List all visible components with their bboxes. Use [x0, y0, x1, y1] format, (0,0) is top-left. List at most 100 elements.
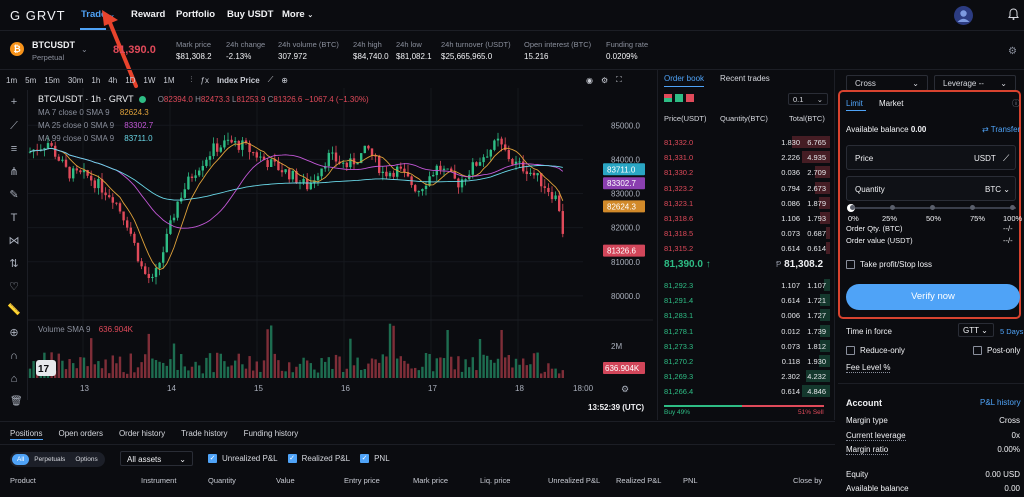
bids-only-icon[interactable]	[675, 94, 683, 102]
chart-line-icon[interactable]: ⟋	[267, 75, 274, 84]
fee-level-link[interactable]: Fee Level %	[846, 363, 891, 373]
bid-row[interactable]: 81,283.1 0.006 1.727	[658, 308, 836, 322]
ask-row[interactable]: 81,330.2 0.036 2.709	[658, 165, 836, 179]
tab-order-book[interactable]: Order book	[664, 74, 704, 83]
filter-options[interactable]: Options	[75, 456, 98, 463]
favorite-heart-icon[interactable]: ♡	[9, 281, 19, 293]
interval-1W[interactable]: 1W	[143, 75, 156, 85]
trendline-icon[interactable]: ⟋	[10, 120, 18, 132]
horizontal-lines-icon[interactable]: ≡	[10, 143, 18, 155]
interval-1D[interactable]: 1D	[125, 75, 136, 85]
filter-all[interactable]: All	[12, 454, 30, 465]
grvt-logo[interactable]: G GRVT	[10, 8, 66, 23]
interval-1M[interactable]: 1M	[163, 75, 175, 85]
interval-1h[interactable]: 1h	[91, 75, 101, 85]
notification-bell-icon[interactable]	[1008, 8, 1019, 23]
ask-row[interactable]: 81,318.6 1.106 1.793	[658, 211, 836, 225]
user-avatar[interactable]	[954, 6, 973, 25]
tif-select[interactable]: GTT ⌄	[958, 323, 994, 337]
zoom-in-icon[interactable]: ⊕	[9, 327, 19, 339]
both-sides-icon[interactable]	[664, 94, 672, 102]
lock-icon[interactable]: ⌂	[10, 373, 18, 385]
quantity-unit-select[interactable]: BTC ⌄	[985, 185, 1010, 194]
camera-icon[interactable]: ◉	[586, 75, 593, 85]
slider-label[interactable]: 0%	[848, 214, 859, 223]
nav-trade[interactable]: Trade ⌄	[81, 9, 115, 20]
interval-4h[interactable]: 4h	[108, 75, 118, 85]
nav-reward[interactable]: Reward	[131, 9, 166, 20]
chevron-down-icon[interactable]: ⌄	[81, 45, 88, 54]
measure-icon[interactable]: ⇅	[9, 258, 19, 270]
pattern-icon[interactable]: ⋈	[8, 235, 20, 247]
asks-only-icon[interactable]	[686, 94, 694, 102]
leverage-select[interactable]: Leverage -- ⌄	[934, 75, 1016, 91]
bid-row[interactable]: 81,273.3 0.073 1.812	[658, 339, 836, 353]
bid-row[interactable]: 81,270.2 0.118 1.930	[658, 354, 836, 368]
settings-icon[interactable]: ⚙	[600, 75, 609, 85]
symbol-name[interactable]: BTCUSDT	[32, 40, 75, 50]
magnet-icon[interactable]: ∩	[10, 350, 18, 362]
price-input[interactable]: Price USDT ⟋	[846, 145, 1016, 170]
nav-buy-usdt[interactable]: Buy USDT	[227, 9, 274, 20]
pnl-checkbox[interactable]: ✓ PNL	[360, 454, 390, 464]
slider-mark[interactable]	[930, 205, 935, 210]
tab-open-orders[interactable]: Open orders	[58, 429, 103, 438]
tab-funding-history[interactable]: Funding history	[243, 429, 299, 438]
slider-label[interactable]: 25%	[882, 214, 898, 223]
crosshair-icon[interactable]: +	[10, 96, 18, 108]
slider-label[interactable]: 75%	[970, 214, 986, 223]
tab-order-history[interactable]: Order history	[118, 429, 166, 438]
filter-perpetuals[interactable]: Perpetuals	[34, 456, 66, 463]
candle-type-icon[interactable]: ⫶	[190, 75, 193, 84]
pitchfork-icon[interactable]: ⋔	[9, 166, 19, 178]
interval-30m[interactable]: 30m	[67, 75, 84, 85]
fullscreen-icon[interactable]: ⛶	[616, 75, 622, 84]
reduce-only-checkbox[interactable]: Reduce-only	[846, 346, 905, 356]
bid-row[interactable]: 81,291.4 0.614 1.721	[658, 293, 836, 307]
index-price-toggle[interactable]: Index Price	[217, 75, 260, 85]
text-icon[interactable]: T	[10, 212, 18, 224]
settings-gear-icon[interactable]: ⚙	[1008, 46, 1017, 57]
ruler-icon[interactable]: 📏	[7, 304, 21, 316]
slider-label[interactable]: 50%	[926, 214, 942, 223]
slider-label[interactable]: 100%	[1003, 214, 1023, 223]
slider-mark[interactable]	[970, 205, 975, 210]
bid-row[interactable]: 81,266.4 0.614 4.846	[658, 384, 836, 398]
slider-mark[interactable]	[890, 205, 895, 210]
nav-more[interactable]: More ⌄	[282, 9, 313, 20]
tab-limit[interactable]: Limit	[846, 99, 863, 108]
book-view-toggles[interactable]	[664, 94, 694, 102]
indicators-icon[interactable]: ƒx	[200, 75, 209, 85]
ask-row[interactable]: 81,323.2 0.794 2.673	[658, 181, 836, 195]
slider-mark[interactable]	[850, 205, 855, 210]
tpsl-checkbox[interactable]: Take profit/Stop loss	[846, 260, 932, 270]
tif-days[interactable]: 5 Days	[1000, 327, 1024, 336]
quantity-input[interactable]: Quantity BTC ⌄	[846, 176, 1016, 201]
slider-mark[interactable]	[1010, 205, 1015, 210]
pnl-checkbox[interactable]: ✓ Unrealized P&L	[208, 454, 278, 464]
tab-market[interactable]: Market	[879, 99, 904, 108]
interval-1m[interactable]: 1m	[6, 75, 18, 85]
bid-row[interactable]: 81,278.1 0.012 1.739	[658, 324, 836, 338]
assets-select[interactable]: All assets ⌄	[120, 451, 193, 466]
add-indicator-icon[interactable]: ⊕	[281, 75, 288, 85]
precision-select[interactable]: 0.1 ⌄	[788, 93, 828, 105]
swap-icon[interactable]: ⟋	[1003, 153, 1010, 163]
ask-row[interactable]: 81,323.1 0.086 1.879	[658, 196, 836, 210]
ask-row[interactable]: 81,332.0 1.830 6.765	[658, 135, 836, 149]
candlestick-chart[interactable]: 85000.0 84000.0 83000.0 82000.0 81000.0 80000…	[28, 88, 653, 418]
nav-portfolio[interactable]: Portfolio	[176, 9, 216, 20]
verify-now-button[interactable]: Verify now	[846, 284, 1020, 310]
tab-recent-trades[interactable]: Recent trades	[720, 74, 770, 83]
pnl-checkbox[interactable]: ✓ Realized P&L	[287, 454, 350, 464]
trash-icon[interactable]: 🗑	[10, 396, 23, 407]
ask-row[interactable]: 81,318.5 0.073 0.687	[658, 226, 836, 240]
bid-row[interactable]: 81,269.3 2.302 4.232	[658, 369, 836, 383]
margin-mode-select[interactable]: Cross ⌄	[846, 75, 928, 91]
interval-5m[interactable]: 5m	[25, 75, 37, 85]
axis-settings-icon[interactable]: ⚙	[621, 384, 629, 394]
post-only-checkbox[interactable]: Post-only	[973, 346, 1020, 356]
ask-row[interactable]: 81,315.2 0.614 0.614	[658, 241, 836, 255]
tab-positions[interactable]: Positions	[10, 429, 43, 438]
info-icon[interactable]: ⓘ	[1012, 99, 1020, 108]
